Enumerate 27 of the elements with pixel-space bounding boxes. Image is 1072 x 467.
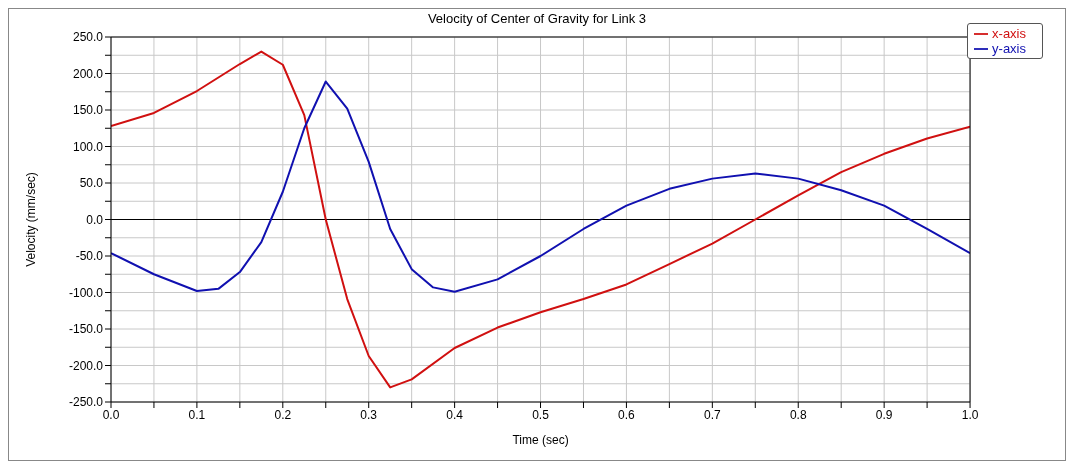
- chart-title: Velocity of Center of Gravity for Link 3: [426, 11, 648, 26]
- x-tick-label: 0.3: [360, 407, 378, 422]
- y-tick-label: 0.0: [86, 212, 104, 227]
- y-tick-label: 150.0: [72, 103, 104, 118]
- x-tick-label: 0.5: [532, 407, 550, 422]
- x-tick-label: 0.8: [789, 407, 807, 422]
- x-tick-label: 0.9: [875, 407, 893, 422]
- x-tick-label: 0.7: [703, 407, 721, 422]
- y-tick-label: 200.0: [72, 66, 104, 81]
- y-tick-label: 250.0: [72, 30, 104, 45]
- legend-label: y-axis: [992, 41, 1026, 56]
- x-tick-label: 0.6: [618, 407, 636, 422]
- y-tick-label: 100.0: [72, 139, 104, 154]
- y-tick-label: -150.0: [68, 322, 104, 337]
- y-tick-label: -250.0: [68, 395, 104, 410]
- x-tick-label: 1.0: [961, 407, 979, 422]
- y-tick-label: -200.0: [68, 358, 104, 373]
- y-tick-label: -100.0: [68, 285, 104, 300]
- x-tick-label: 0.4: [446, 407, 464, 422]
- x-axis-title: Time (sec): [512, 433, 569, 447]
- x-tick-label: 0.2: [274, 407, 292, 422]
- x-tick-label: 0.1: [188, 407, 206, 422]
- y-tick-label: -50.0: [75, 249, 104, 264]
- y-axis-title: Velocity (mm/sec): [24, 172, 39, 267]
- x-tick-label: 0.0: [102, 407, 120, 422]
- y-tick-label: 50.0: [79, 176, 104, 191]
- legend-label: x-axis: [992, 26, 1026, 41]
